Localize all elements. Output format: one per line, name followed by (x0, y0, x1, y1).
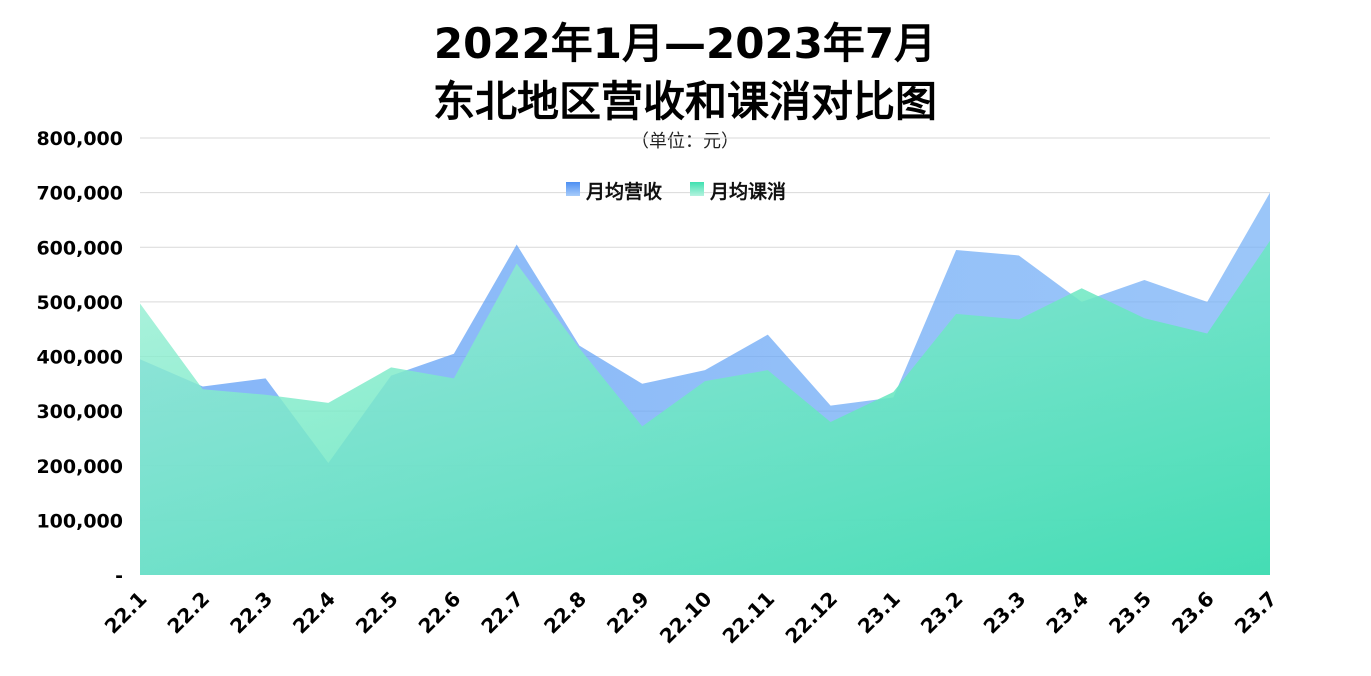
x-tick-label: 23.3 (979, 587, 1031, 639)
x-tick-label: 23.1 (853, 587, 905, 639)
x-tick-label: 23.5 (1104, 587, 1156, 639)
y-tick-label: 600,000 (36, 237, 123, 259)
legend-item-consumption: 月均课消 (690, 180, 786, 203)
legend-label-consumption: 月均课消 (709, 180, 786, 203)
y-tick-label: 400,000 (36, 347, 123, 369)
x-tick-label: 22.1 (100, 587, 152, 639)
x-tick-label: 23.2 (916, 587, 968, 639)
y-tick-label: 100,000 (36, 510, 123, 532)
x-tick-label: 22.5 (351, 587, 403, 639)
legend-label-revenue: 月均营收 (585, 180, 662, 203)
x-tick-label: 22.3 (225, 587, 277, 639)
plot-area (140, 192, 1270, 575)
x-tick-label: 22.8 (539, 587, 591, 639)
y-tick-label: - (115, 565, 123, 587)
y-tick-label: 500,000 (36, 292, 123, 314)
x-tick-label: 22.7 (476, 587, 528, 639)
legend-swatch-consumption (690, 182, 704, 196)
y-tick-label: 700,000 (36, 183, 123, 205)
x-tick-label: 22.6 (414, 587, 466, 639)
x-tick-label: 23.6 (1167, 587, 1219, 639)
legend: 月均营收 月均课消 (566, 180, 786, 203)
y-tick-label: 300,000 (36, 401, 123, 423)
legend-swatch-revenue (566, 182, 580, 196)
y-tick-label: 800,000 (36, 128, 123, 150)
x-tick-label: 22.2 (162, 587, 214, 639)
chart-title-line2: 东北地区营收和课消对比图 (433, 77, 937, 126)
chart-title-line1: 2022年1月—2023年7月 (434, 19, 936, 68)
chart-subtitle: （单位：元） (631, 131, 739, 152)
legend-item-revenue: 月均营收 (566, 180, 662, 203)
x-tick-label: 22.4 (288, 587, 340, 639)
x-tick-label: 22.12 (780, 587, 842, 649)
y-tick-label: 200,000 (36, 456, 123, 478)
x-tick-label: 22.9 (602, 587, 654, 639)
x-tick-label: 22.11 (718, 587, 780, 649)
area-series-consumption (140, 240, 1270, 575)
y-axis: - 100,000 200,000 300,000 400,000 500,000 600,… (36, 128, 123, 587)
x-tick-label: 23.4 (1041, 587, 1093, 639)
x-tick-label: 22.10 (655, 587, 717, 649)
x-tick-label: 23.7 (1230, 587, 1282, 639)
x-axis: 22.1 22.2 22.3 22.4 22.5 22.6 22.7 22.8 22.9 22.1… (100, 587, 1282, 649)
